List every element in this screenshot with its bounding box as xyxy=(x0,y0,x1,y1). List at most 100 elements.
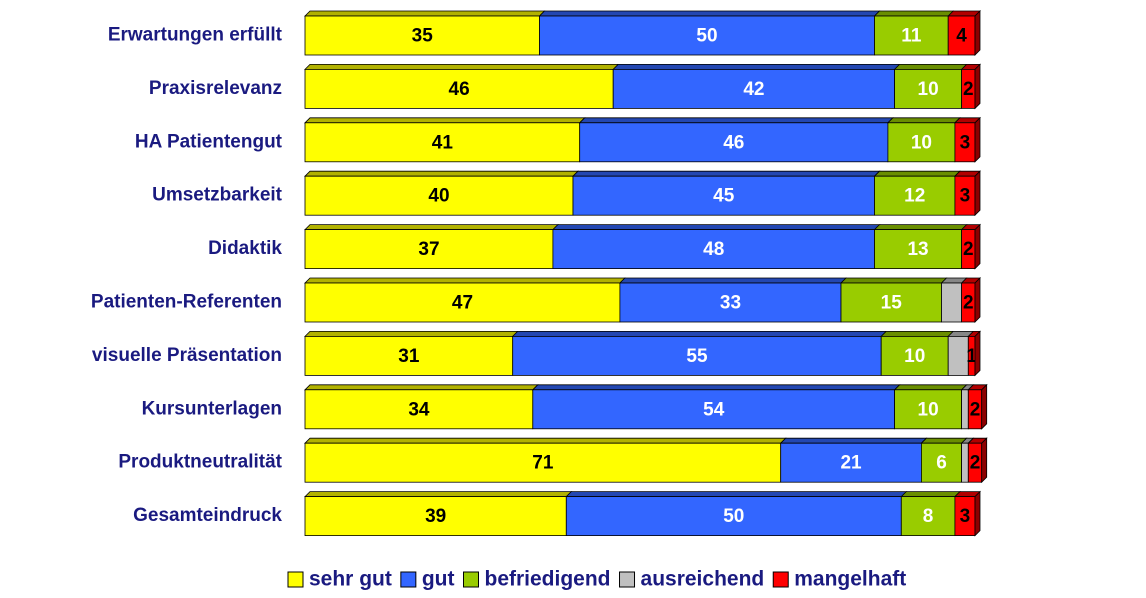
bar-side-shade xyxy=(975,224,980,269)
data-label: 42 xyxy=(743,79,764,100)
data-label: 3 xyxy=(960,132,971,153)
category-label: HA Patientengut xyxy=(135,131,283,152)
data-label: 10 xyxy=(918,79,939,100)
bar xyxy=(539,15,875,56)
data-label: 37 xyxy=(418,239,439,260)
bar-top-shade xyxy=(305,171,578,177)
bar-top-shade xyxy=(961,384,974,390)
data-label: 48 xyxy=(703,239,724,260)
legend-label: mangelhaft xyxy=(794,568,906,591)
data-label: 2 xyxy=(970,399,981,420)
data-label: 2 xyxy=(963,293,974,314)
data-label: 41 xyxy=(432,132,454,153)
data-label: 21 xyxy=(840,453,862,474)
category-label: Didaktik xyxy=(208,238,282,259)
data-label: 46 xyxy=(449,79,470,100)
bar xyxy=(304,15,540,56)
bar xyxy=(304,389,534,430)
category-label: Patienten-Referenten xyxy=(91,292,282,313)
bar xyxy=(780,442,922,483)
data-label: 2 xyxy=(970,453,981,474)
bar xyxy=(894,69,962,109)
bar-top-shade xyxy=(954,491,980,497)
bar-side xyxy=(981,383,988,430)
data-label: 50 xyxy=(723,506,744,527)
bar xyxy=(304,442,782,483)
bar-top-shade xyxy=(887,117,960,123)
bar-top-shade xyxy=(305,11,545,16)
data-label: 33 xyxy=(720,293,741,314)
bar-top-shade xyxy=(948,11,980,16)
data-label: 34 xyxy=(408,399,430,420)
category-label: visuelle Präsentation xyxy=(92,345,282,366)
bar-top-shade xyxy=(921,438,967,444)
bar-top-shade xyxy=(532,384,900,390)
bar-top-shade xyxy=(961,438,974,444)
bar-top-shade xyxy=(961,278,980,283)
bar xyxy=(304,335,514,376)
bar-top-shade xyxy=(573,171,880,177)
bar xyxy=(921,442,963,483)
data-label: 10 xyxy=(904,346,925,367)
bar-top-shade xyxy=(780,438,927,444)
data-label: 6 xyxy=(936,453,947,474)
data-label: 39 xyxy=(425,506,446,527)
bar-side xyxy=(974,330,981,377)
legend-label: gut xyxy=(422,568,455,591)
data-label: 45 xyxy=(713,186,735,207)
data-label: 2 xyxy=(963,239,974,260)
bar xyxy=(619,282,842,323)
data-label: 8 xyxy=(923,506,934,527)
bar-side-shade xyxy=(975,117,980,162)
bar-top-shade xyxy=(305,64,619,70)
legend-label: sehr gut xyxy=(309,568,392,591)
bar-top-shade xyxy=(305,491,572,497)
bar-top-shade xyxy=(874,224,967,230)
data-label: 13 xyxy=(907,239,928,260)
category-label: Praxisrelevanz xyxy=(149,78,282,99)
bar xyxy=(880,335,949,376)
bar-top-shade xyxy=(539,11,880,16)
data-label: 3 xyxy=(960,506,971,527)
bar-top-shade xyxy=(941,278,967,283)
bar xyxy=(565,496,902,537)
bar xyxy=(961,389,969,430)
category-label: Produktneutralität xyxy=(118,452,282,473)
bar-side xyxy=(974,63,981,110)
bar xyxy=(304,122,581,163)
bar-side-shade xyxy=(975,64,980,109)
bar-top-shade xyxy=(566,491,907,497)
bar-top-shade xyxy=(968,384,987,390)
data-label: 50 xyxy=(696,26,717,47)
category-label: Gesamteindruck xyxy=(133,505,282,526)
bar-top-shade xyxy=(613,64,900,70)
data-label: 35 xyxy=(412,26,434,47)
bar-top-shade xyxy=(901,491,960,497)
bar-side xyxy=(974,10,981,56)
bar xyxy=(304,496,567,537)
data-label: 1 xyxy=(966,346,977,367)
data-label: 3 xyxy=(960,186,971,207)
bar-side-shade xyxy=(975,171,980,216)
legend-swatch xyxy=(463,571,479,588)
bar xyxy=(840,282,942,323)
bar-top-shade xyxy=(512,331,887,337)
bar-side xyxy=(974,277,981,323)
data-label: 10 xyxy=(911,132,932,153)
bar-side-shade xyxy=(981,438,987,483)
bar-top-shade xyxy=(894,64,967,70)
bar-top-shade xyxy=(961,64,980,70)
data-label: 47 xyxy=(452,293,473,314)
bar-side-shade xyxy=(975,491,980,536)
bar xyxy=(572,175,875,216)
data-label: 11 xyxy=(901,26,922,47)
bar xyxy=(894,389,962,430)
bar-top-shade xyxy=(954,171,980,177)
bar-top-shade xyxy=(968,331,980,337)
category-label: Kursunterlagen xyxy=(142,398,282,419)
bar xyxy=(579,122,889,163)
bar-top-shade xyxy=(305,438,786,444)
bar xyxy=(961,442,969,483)
bar xyxy=(532,389,895,430)
